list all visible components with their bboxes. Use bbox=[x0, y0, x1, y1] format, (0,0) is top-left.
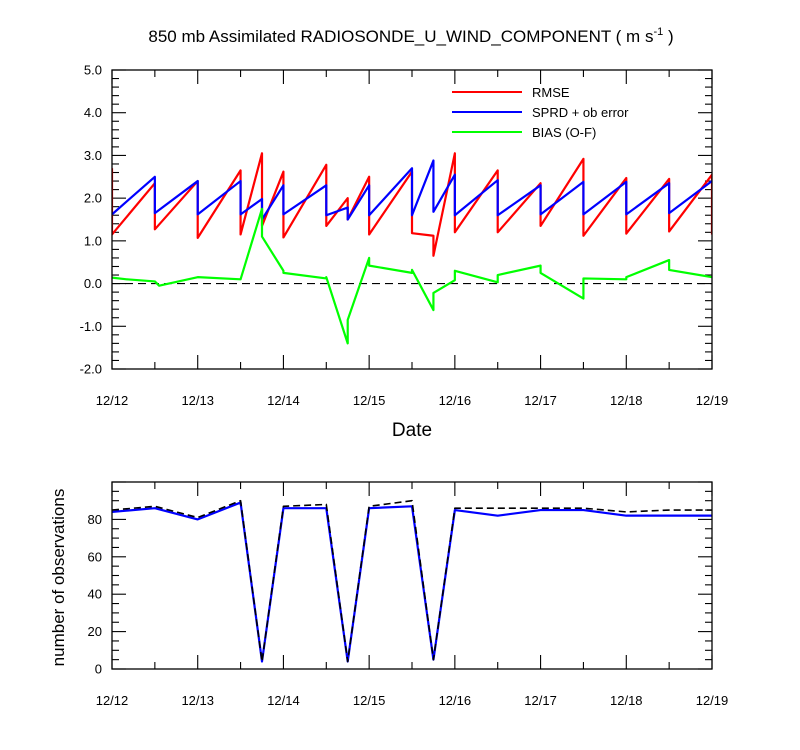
bottom-series-group bbox=[112, 499, 712, 663]
series-line-bias-o-f bbox=[112, 207, 712, 345]
bottom-plot-frame bbox=[111, 481, 713, 670]
top-panel: -2.0-1.00.01.02.03.04.05.0 12/12 12/13 12/… bbox=[80, 63, 729, 442]
legend-label: RMSE bbox=[532, 85, 570, 100]
bottom-y-tick-labels: 0 20 40 60 80 bbox=[88, 512, 102, 677]
y-tick-label: 60 bbox=[88, 549, 102, 564]
x-tick-label: 12/12 bbox=[96, 693, 129, 708]
y-tick-label: 5.0 bbox=[84, 63, 102, 78]
y-tick-label: 2.0 bbox=[84, 191, 102, 206]
y-tick-label: 3.0 bbox=[84, 148, 102, 163]
x-tick-label: 12/13 bbox=[181, 393, 214, 408]
x-tick-label: 12/14 bbox=[267, 393, 300, 408]
series-line-possible bbox=[112, 499, 712, 663]
top-plot-frame bbox=[111, 69, 713, 370]
x-tick-label: 12/16 bbox=[439, 393, 472, 408]
top-x-tick-labels: 12/12 12/13 12/14 12/15 12/16 12/17 12/18 12/19 bbox=[96, 393, 729, 408]
x-tick-label: 12/19 bbox=[696, 393, 729, 408]
x-tick-label: 12/15 bbox=[353, 393, 386, 408]
x-tick-label: 12/18 bbox=[610, 693, 643, 708]
y-tick-label: -2.0 bbox=[80, 362, 102, 377]
y-tick-label: 40 bbox=[88, 587, 102, 602]
top-y-tick-labels: -2.0 -1.0 0.0 1.0 2.0 3.0 4.0 5.0 bbox=[80, 63, 102, 377]
legend: RMSE SPRD + ob error BIAS (O-F) bbox=[452, 85, 629, 140]
x-tick-label: 12/13 bbox=[181, 693, 214, 708]
series-line-rmse bbox=[112, 152, 712, 257]
series-line-sprd-ob-error bbox=[112, 159, 712, 221]
legend-label: BIAS (O-F) bbox=[532, 125, 596, 140]
top-ticks bbox=[111, 69, 713, 370]
x-tick-label: 12/16 bbox=[439, 693, 472, 708]
y-tick-label: 80 bbox=[88, 512, 102, 527]
y-tick-label: 0 bbox=[95, 662, 102, 677]
x-tick-label: 12/19 bbox=[696, 693, 729, 708]
bottom-panel: 0 20 40 60 80 12/12 12/13 12/14 12/15 12/16 12/17… bbox=[49, 481, 729, 708]
y-tick-label: 4.0 bbox=[84, 105, 102, 120]
x-tick-label: 12/18 bbox=[610, 393, 643, 408]
legend-label: SPRD + ob error bbox=[532, 105, 629, 120]
x-tick-label: 12/12 bbox=[96, 393, 129, 408]
x-tick-label: 12/17 bbox=[524, 693, 557, 708]
x-axis-label: Date bbox=[392, 420, 432, 441]
y-tick-label: 0.0 bbox=[84, 276, 102, 291]
y-tick-label: 20 bbox=[88, 624, 102, 639]
x-tick-label: 12/17 bbox=[524, 393, 557, 408]
x-tick-label: 12/15 bbox=[353, 693, 386, 708]
x-tick-label: 12/14 bbox=[267, 693, 300, 708]
top-series-group bbox=[112, 152, 712, 345]
y-tick-label: 1.0 bbox=[84, 233, 102, 248]
y-tick-label: -1.0 bbox=[80, 319, 102, 334]
series-line-assimilated bbox=[112, 501, 712, 663]
bottom-x-tick-labels: 12/12 12/13 12/14 12/15 12/16 12/17 12/18 12/19 bbox=[96, 693, 729, 708]
y-axis-label: number of observations bbox=[49, 489, 68, 667]
chart-title: 850 mb Assimilated RADIOSONDE_U_WIND_COM… bbox=[148, 26, 673, 46]
